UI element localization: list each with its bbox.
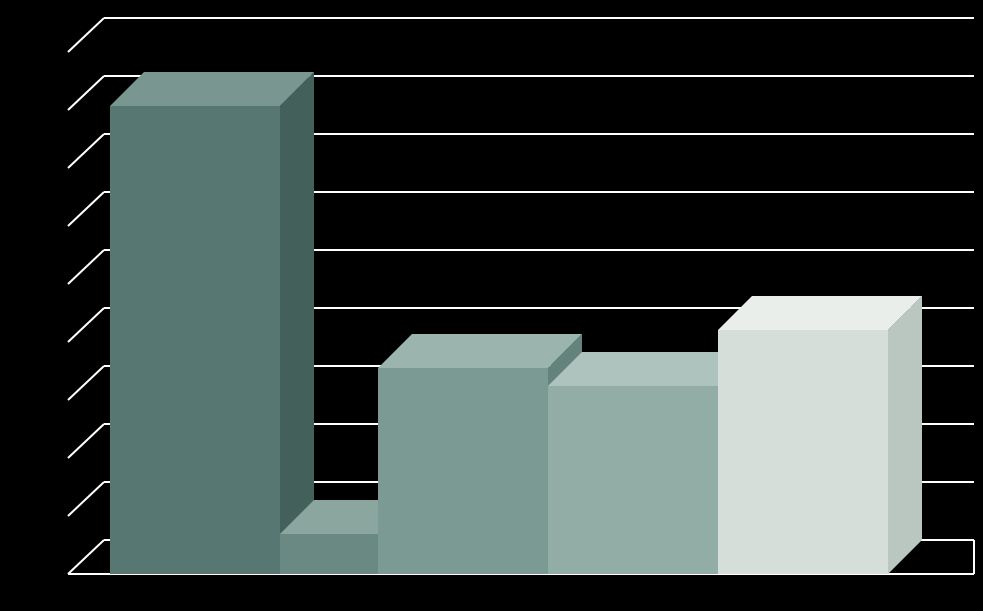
bar xyxy=(110,72,314,574)
bar-chart-3d xyxy=(0,0,983,611)
bar xyxy=(718,296,922,574)
